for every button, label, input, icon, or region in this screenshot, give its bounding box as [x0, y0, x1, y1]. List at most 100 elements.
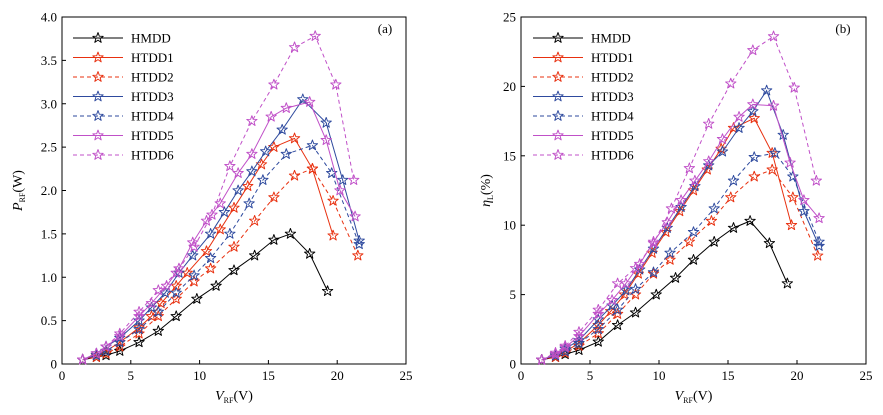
x-axis-var: V: [215, 389, 225, 404]
legend-label: HTDD1: [591, 50, 634, 65]
legend-marker: [552, 90, 564, 102]
y-axis-unit: (W): [11, 170, 26, 193]
y-tick-label: 20: [503, 79, 516, 94]
legend-label: HTDD4: [131, 109, 174, 124]
legend-item: HTDD6: [73, 148, 174, 163]
series-htdd2: [536, 163, 824, 365]
y-tick-label: 1.5: [41, 226, 57, 241]
y-tick-label: 3.0: [41, 96, 57, 111]
x-tick-label: 20: [791, 368, 804, 383]
chart-panel-b: 0 5 10 15 20 25 0 5 10 15 20 25 VRF(V) ηL(%) (b) HMDD HT…: [479, 10, 873, 406]
x-tick-label: 5: [128, 368, 135, 383]
legend-item: HMDD: [533, 31, 631, 46]
data-point: [288, 41, 301, 53]
y-axis-sub: RF: [18, 192, 27, 202]
x-tick-label: 0: [518, 368, 525, 383]
chart-panel-a: 0 5 10 15 20 2500.51.01.52.02.53.03.54.0VRF(V…: [11, 10, 413, 406]
y-axis-title: ηL(%): [479, 174, 495, 207]
x-tick-label: 0: [59, 368, 66, 383]
y-tick-label: 15: [503, 148, 516, 163]
legend-label: HTDD1: [131, 50, 174, 65]
data-point: [788, 81, 800, 93]
legend-marker: [552, 149, 564, 160]
y-tick-label: 1.0: [41, 270, 57, 285]
legend-item: HTDD5: [73, 128, 174, 143]
series-htdd1: [536, 112, 798, 365]
x-axis-title: VRF(V): [215, 389, 253, 405]
legend-item: HTDD3: [533, 89, 634, 104]
legend-marker: [552, 51, 564, 63]
data-point: [288, 169, 301, 181]
legend-marker: [552, 71, 564, 82]
data-point: [224, 160, 236, 172]
legend-marker: [552, 110, 564, 121]
legend-label: HTDD2: [131, 70, 174, 85]
series-htdd3: [536, 84, 825, 365]
x-axis-sub: RF: [683, 396, 693, 405]
x-axis-unit: (V): [233, 389, 253, 404]
data-point: [280, 148, 292, 159]
data-point: [327, 195, 339, 206]
y-tick-label: 10: [503, 218, 516, 233]
panel-label: (b): [835, 21, 850, 36]
legend-item: HTDD1: [533, 50, 634, 65]
legend-label: HTDD3: [591, 89, 634, 104]
x-tick-label: 10: [193, 368, 206, 383]
series-htdd4: [536, 147, 825, 365]
x-tick-label: 25: [860, 368, 873, 383]
y-axis-sub: L: [486, 195, 495, 200]
legend-marker: [92, 90, 104, 102]
legend-label: HTDD3: [131, 89, 174, 104]
y-tick-label: 0: [510, 357, 517, 372]
x-tick-label: 25: [400, 368, 413, 383]
legend-marker: [552, 32, 564, 43]
legend-marker: [92, 110, 104, 121]
legend: HMDD HTDD1 HTDD2 HTDD3 HTDD4 HTDD5 HTDD6: [533, 31, 634, 163]
data-point: [268, 78, 280, 90]
y-tick-label: 0.5: [41, 313, 57, 328]
legend-label: HMDD: [131, 31, 171, 46]
data-point: [611, 277, 624, 289]
legend-label: HTDD6: [131, 148, 174, 163]
data-point: [280, 102, 292, 113]
legend-item: HTDD1: [73, 50, 174, 65]
panel-label: (a): [378, 21, 392, 36]
y-tick-label: 5: [510, 287, 517, 302]
y-tick-label: 0: [51, 357, 58, 372]
series-line: [541, 117, 792, 361]
data-point: [725, 77, 737, 89]
y-axis-var: η: [479, 200, 494, 207]
x-tick-label: 10: [653, 368, 666, 383]
legend-item: HMDD: [73, 31, 171, 46]
series-line: [541, 103, 820, 361]
data-point: [330, 78, 342, 90]
y-tick-label: 25: [503, 10, 516, 25]
legend-marker: [92, 51, 104, 63]
x-axis-sub: RF: [224, 396, 234, 405]
legend-marker: [92, 129, 104, 141]
y-tick-label: 4.0: [41, 10, 57, 25]
series-hmdd: [536, 215, 793, 365]
legend-item: HTDD4: [73, 109, 174, 124]
series-htdd2: [76, 162, 364, 365]
series-line: [541, 169, 819, 361]
data-point: [246, 115, 258, 126]
series-line: [82, 35, 355, 361]
legend: HMDD HTDD1 HTDD2 HTDD3 HTDD4 HTDD5 HTDD6: [73, 31, 174, 163]
series-hmdd: [76, 227, 334, 365]
plot-frame: [520, 16, 867, 365]
legend-marker: [92, 71, 104, 82]
legend-label: HTDD2: [591, 70, 634, 85]
series-htdd4: [76, 139, 365, 365]
series-line: [82, 144, 360, 361]
legend-item: HTDD4: [533, 109, 634, 124]
legend-marker: [552, 129, 564, 141]
plot-frame: [61, 16, 407, 365]
x-tick-label: 5: [587, 368, 594, 383]
y-tick-label: 2.5: [41, 140, 57, 155]
data-point: [748, 151, 760, 163]
x-axis-unit: (V): [693, 389, 713, 404]
x-tick-label: 15: [262, 368, 275, 383]
series-line: [82, 168, 359, 361]
